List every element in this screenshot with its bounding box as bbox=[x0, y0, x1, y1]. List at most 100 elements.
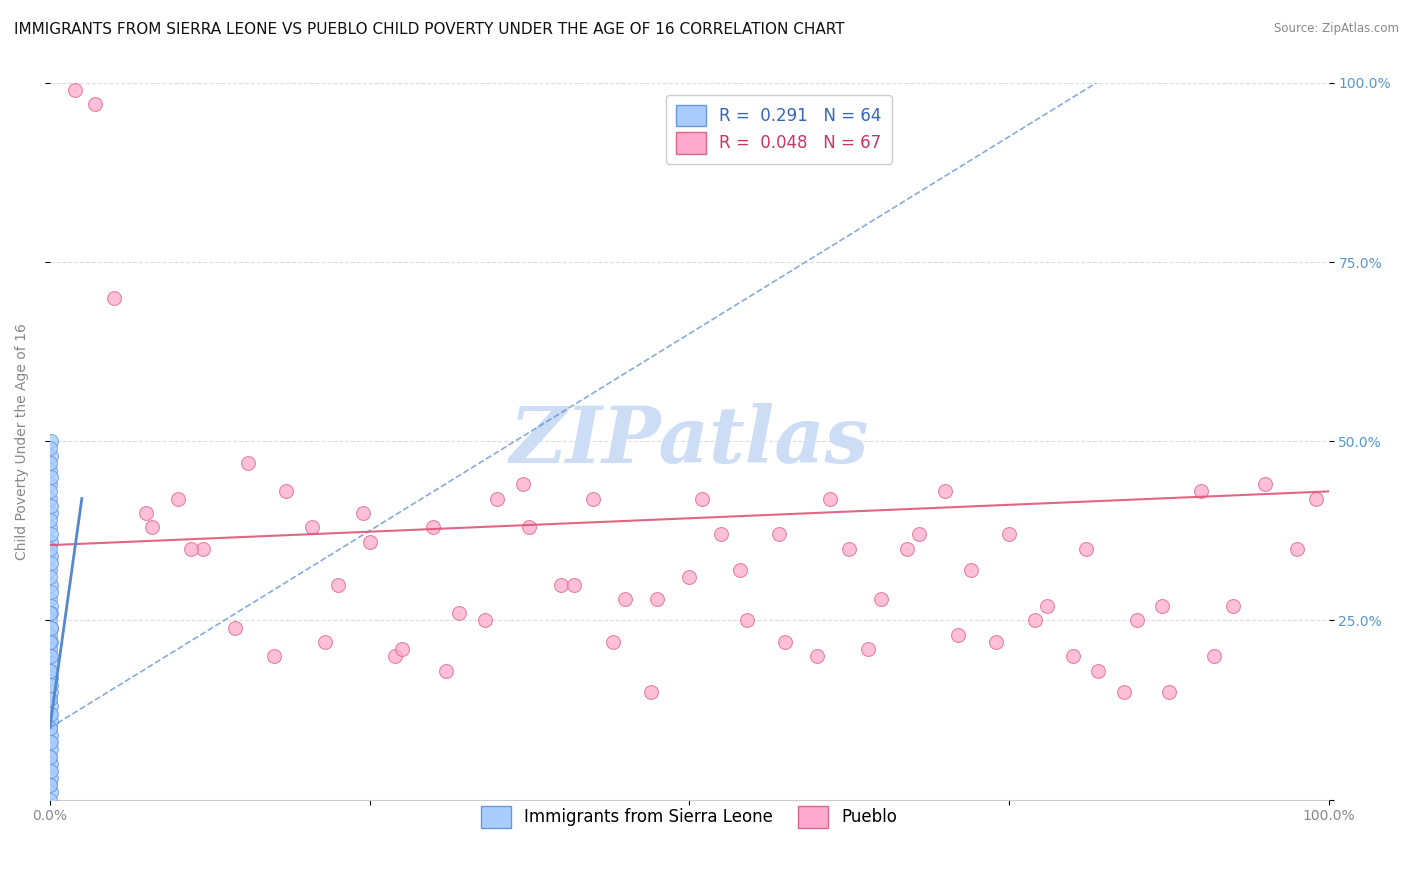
Point bbox=[38, 628, 60, 642]
Point bbox=[934, 484, 956, 499]
Point bbox=[38, 635, 60, 649]
Point bbox=[39, 449, 62, 463]
Point bbox=[39, 434, 62, 449]
Point bbox=[38, 442, 60, 456]
Point bbox=[38, 749, 60, 764]
Point bbox=[39, 599, 62, 613]
Point bbox=[1202, 649, 1225, 664]
Point bbox=[193, 541, 215, 556]
Point bbox=[39, 549, 62, 563]
Text: ZIPatlas: ZIPatlas bbox=[509, 403, 869, 480]
Point bbox=[38, 706, 60, 721]
Point bbox=[38, 692, 60, 706]
Point bbox=[38, 606, 60, 620]
Point bbox=[38, 664, 60, 678]
Point bbox=[38, 613, 60, 627]
Point bbox=[447, 606, 470, 620]
Point bbox=[1157, 685, 1180, 699]
Point bbox=[38, 721, 60, 735]
Point bbox=[39, 621, 62, 635]
Point bbox=[39, 621, 62, 635]
Point bbox=[38, 484, 60, 499]
Point bbox=[38, 456, 60, 470]
Point bbox=[39, 678, 62, 692]
Point bbox=[806, 649, 828, 664]
Point bbox=[39, 714, 62, 728]
Point bbox=[1254, 477, 1277, 491]
Point bbox=[1222, 599, 1244, 613]
Point bbox=[39, 685, 62, 699]
Point bbox=[690, 491, 713, 506]
Point bbox=[38, 678, 60, 692]
Point bbox=[614, 591, 637, 606]
Point bbox=[39, 657, 62, 671]
Point bbox=[39, 649, 62, 664]
Point bbox=[38, 591, 60, 606]
Point bbox=[39, 756, 62, 771]
Point bbox=[38, 642, 60, 657]
Point bbox=[773, 635, 796, 649]
Point bbox=[1074, 541, 1097, 556]
Point bbox=[38, 563, 60, 577]
Point bbox=[39, 506, 62, 520]
Point bbox=[166, 491, 188, 506]
Point bbox=[39, 527, 62, 541]
Point bbox=[39, 584, 62, 599]
Point bbox=[38, 692, 60, 706]
Point bbox=[39, 577, 62, 591]
Point bbox=[422, 520, 444, 534]
Point bbox=[38, 649, 60, 664]
Point bbox=[512, 477, 534, 491]
Point bbox=[224, 621, 246, 635]
Point bbox=[986, 635, 1008, 649]
Point bbox=[263, 649, 285, 664]
Point bbox=[39, 534, 62, 549]
Point bbox=[103, 291, 125, 305]
Point bbox=[38, 513, 60, 527]
Point bbox=[39, 699, 62, 714]
Point bbox=[38, 520, 60, 534]
Point bbox=[735, 613, 758, 627]
Point bbox=[38, 541, 60, 556]
Point bbox=[946, 628, 969, 642]
Point bbox=[352, 506, 374, 520]
Point bbox=[301, 520, 323, 534]
Point bbox=[39, 671, 62, 685]
Point bbox=[998, 527, 1021, 541]
Point bbox=[141, 520, 163, 534]
Point bbox=[384, 649, 406, 664]
Point bbox=[236, 456, 259, 470]
Point bbox=[391, 642, 413, 657]
Point bbox=[65, 83, 87, 97]
Point bbox=[486, 491, 509, 506]
Point bbox=[38, 477, 60, 491]
Point bbox=[858, 642, 880, 657]
Point bbox=[1036, 599, 1059, 613]
Point bbox=[38, 491, 60, 506]
Point bbox=[179, 541, 201, 556]
Point bbox=[38, 664, 60, 678]
Point bbox=[314, 635, 336, 649]
Point bbox=[38, 764, 60, 778]
Point bbox=[39, 470, 62, 484]
Point bbox=[38, 721, 60, 735]
Point bbox=[1087, 664, 1109, 678]
Point bbox=[959, 563, 981, 577]
Point bbox=[39, 706, 62, 721]
Point bbox=[550, 577, 572, 591]
Point bbox=[1112, 685, 1135, 699]
Point bbox=[1126, 613, 1149, 627]
Point bbox=[1152, 599, 1174, 613]
Point bbox=[135, 506, 157, 520]
Point bbox=[908, 527, 931, 541]
Point bbox=[710, 527, 733, 541]
Point bbox=[38, 735, 60, 749]
Point bbox=[1062, 649, 1084, 664]
Point bbox=[1285, 541, 1308, 556]
Point bbox=[768, 527, 790, 541]
Point bbox=[1189, 484, 1212, 499]
Point bbox=[730, 563, 752, 577]
Point bbox=[276, 484, 298, 499]
Point bbox=[38, 778, 60, 792]
Text: Source: ZipAtlas.com: Source: ZipAtlas.com bbox=[1274, 22, 1399, 36]
